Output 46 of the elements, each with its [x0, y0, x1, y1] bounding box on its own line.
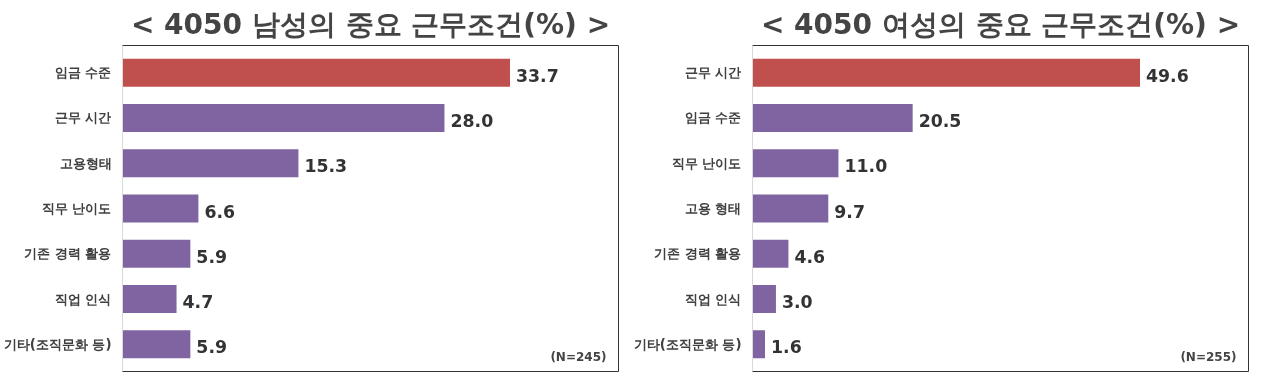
data-label: 5.9: [196, 337, 228, 358]
y-tick-label: 고용형태: [59, 155, 112, 171]
text: (N=245): [550, 349, 607, 364]
y-tick-label: 임금 수준: [54, 65, 112, 81]
bar: [752, 149, 839, 178]
y-tick-label: 기타(조직문화 등): [3, 336, 112, 352]
text: (N=255): [1180, 349, 1237, 364]
y-tick-label: 기존 경력 활용: [24, 246, 112, 262]
bar: [122, 330, 191, 359]
bar: [122, 103, 445, 132]
data-label: 4.6: [794, 246, 826, 267]
y-tick-label: 근무 시간: [684, 65, 742, 81]
data-label: 9.7: [834, 201, 865, 222]
bar: [122, 58, 510, 87]
y-tick-label: 직업 인식: [684, 291, 742, 307]
chart-title: < 4050 여성의 중요 근무조건(%) >: [760, 7, 1241, 41]
y-tick-label: 기타(조직문화 등): [633, 336, 742, 352]
data-label: 15.3: [304, 156, 348, 177]
y-tick-label: 임금 수준: [684, 110, 742, 126]
data-label: 28.0: [450, 110, 494, 131]
y-tick-label: 직업 인식: [54, 291, 112, 307]
data-label: 6.6: [204, 201, 236, 222]
chart-title: < 4050 남성의 중요 근무조건(%) >: [130, 7, 611, 41]
data-label: 5.9: [196, 246, 228, 267]
bar: [122, 285, 177, 314]
data-label: 3.0: [781, 292, 813, 313]
bar: [122, 239, 191, 268]
y-tick-label: 기존 경력 활용: [654, 246, 742, 262]
y-tick-label: 직무 난이도: [41, 201, 112, 216]
y-tick-label: 고용 형태: [684, 201, 742, 216]
bar: [752, 58, 1140, 87]
bar: [752, 330, 765, 359]
bar: [752, 285, 776, 314]
data-label: 4.7: [182, 292, 214, 313]
bar: [122, 149, 299, 178]
data-label: 33.7: [516, 65, 559, 86]
bar: [752, 194, 829, 223]
bar: [122, 194, 199, 223]
data-label: 1.6: [771, 337, 802, 358]
bar: [752, 239, 789, 268]
data-label: 49.6: [1146, 65, 1189, 86]
data-label: 20.5: [918, 110, 962, 131]
y-tick-label: 직무 난이도: [671, 155, 742, 171]
bar: [752, 103, 913, 132]
y-tick-label: 근무 시간: [54, 110, 112, 126]
data-label: 11.0: [844, 156, 888, 177]
